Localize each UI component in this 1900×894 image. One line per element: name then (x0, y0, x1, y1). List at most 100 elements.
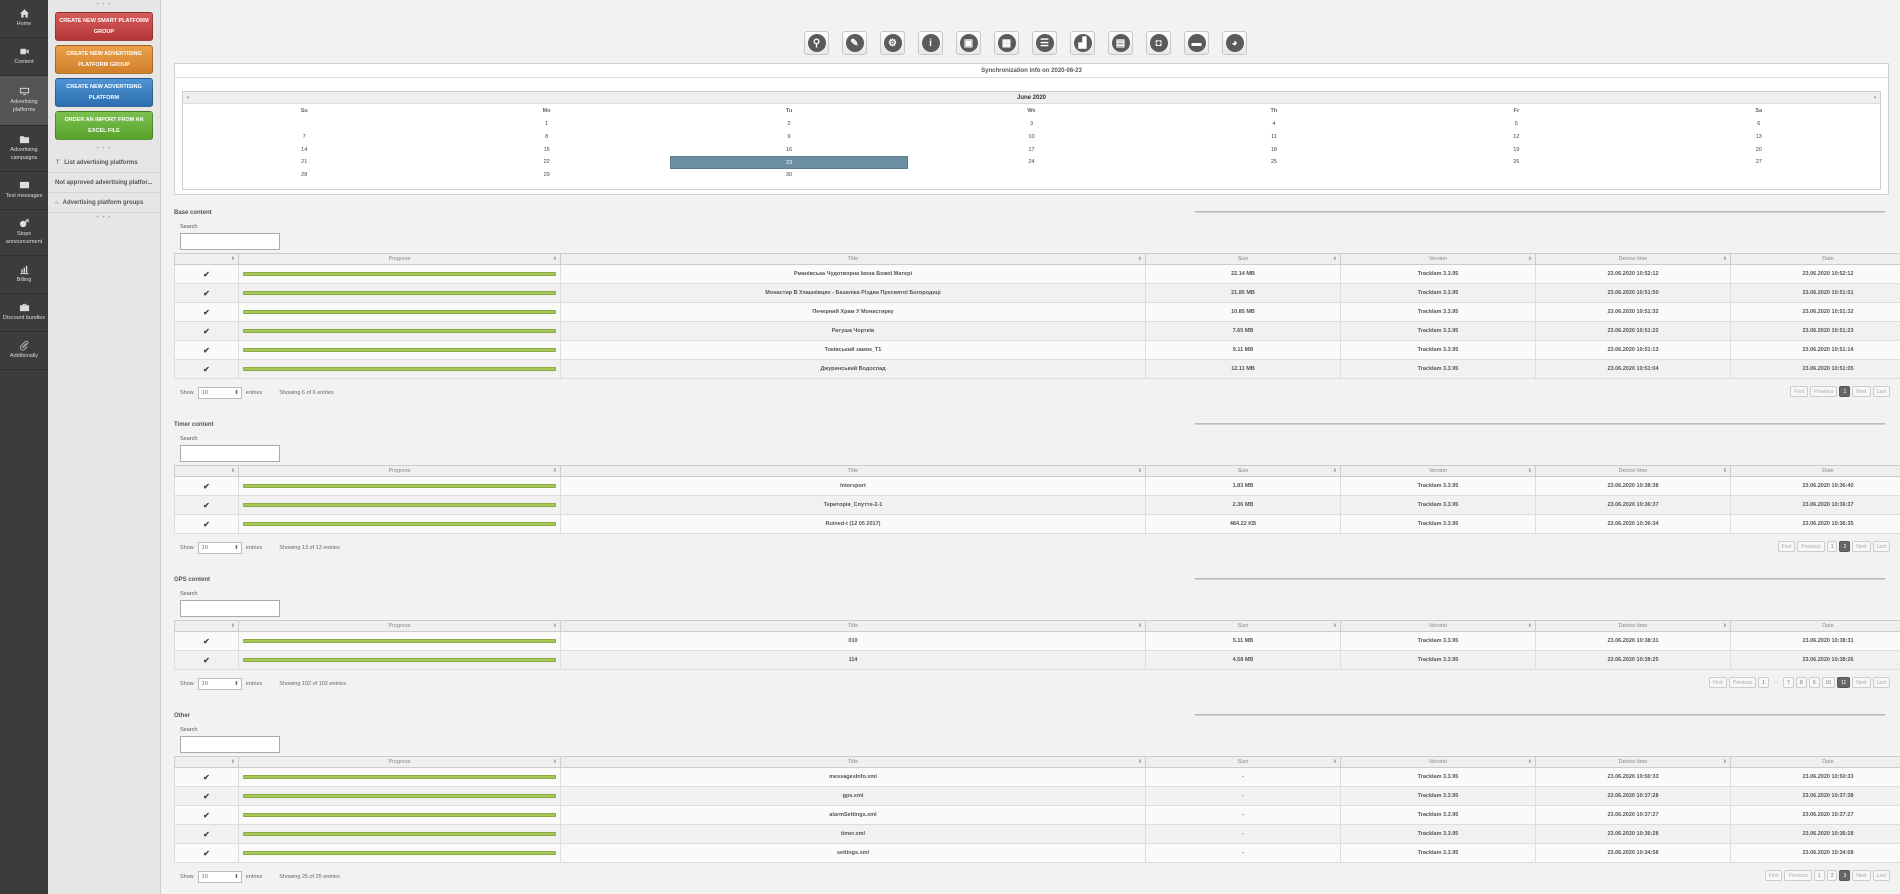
page-button-next[interactable]: Next (1852, 541, 1871, 552)
page-button-11[interactable]: 11 (1837, 677, 1851, 688)
column-header[interactable]: Device time (1535, 253, 1731, 265)
sidebar-button-0[interactable]: CREATE NEW SMART PLATFORM GROUP (55, 12, 153, 41)
column-header[interactable]: Version (1340, 756, 1536, 768)
section-collapse-bar[interactable] (1195, 714, 1885, 716)
page-button-last[interactable]: Last (1872, 386, 1890, 397)
toolbar-pencil-button[interactable]: ✎ (842, 31, 867, 55)
sidebar-button-1[interactable]: CREATE NEW ADVERTISING PLATFORM GROUP (55, 45, 153, 74)
nav-item-stops-announcement[interactable]: Stops announcement (0, 210, 48, 256)
column-header[interactable]: Progress (238, 756, 561, 768)
page-button-8[interactable]: 8 (1795, 677, 1807, 688)
page-button-first[interactable]: First (1764, 870, 1783, 881)
calendar-day[interactable]: 7 (302, 133, 306, 140)
page-size-select[interactable]: 10 (197, 678, 242, 690)
toolbar-pie-chart-button[interactable]: ◕ (1222, 31, 1247, 55)
page-button-previous[interactable]: Previous (1728, 677, 1757, 688)
sidebar-button-2[interactable]: CREATE NEW ADVERTISING PLATFORM (55, 78, 153, 107)
column-header[interactable]: Progress (238, 620, 561, 632)
calendar-day[interactable]: 25 (1270, 159, 1277, 166)
page-button-2[interactable]: 2 (1826, 870, 1838, 881)
column-header[interactable]: Date (1730, 465, 1900, 477)
section-collapse-bar[interactable] (1195, 578, 1885, 580)
page-button-next[interactable]: Next (1852, 677, 1871, 688)
column-header[interactable]: Version (1340, 620, 1536, 632)
toolbar-bar-chart-button[interactable]: ▟ (1070, 31, 1095, 55)
column-header[interactable]: Size (1145, 465, 1341, 477)
nav-item-home[interactable]: Home (0, 0, 48, 38)
calendar-day[interactable]: 20 (1755, 146, 1762, 153)
page-size-select[interactable]: 10 (197, 387, 242, 399)
calendar-day[interactable]: 6 (1757, 121, 1761, 127)
calendar-day[interactable]: 29 (543, 172, 550, 179)
calendar-day[interactable]: 15 (543, 146, 550, 153)
nav-item-content[interactable]: Content (0, 38, 48, 76)
calendar-day[interactable]: 17 (1028, 146, 1035, 153)
sidebar-link-0[interactable]: ⊤ List advertising platforms (48, 153, 160, 173)
calendar-day[interactable]: 18 (1270, 146, 1277, 153)
page-button-1[interactable]: 1 (1826, 541, 1838, 552)
column-header[interactable]: Device time (1535, 620, 1731, 632)
column-header[interactable]: Device time (1535, 465, 1731, 477)
column-header[interactable] (174, 465, 239, 477)
page-button-previous[interactable]: Previous (1810, 386, 1838, 397)
calendar-day[interactable]: 9 (787, 133, 791, 140)
sidebar-grip-middle[interactable]: • • • (96, 145, 112, 152)
sidebar-button-3[interactable]: ORDER AN IMPORT FROM AN EXCEL FILE (55, 111, 153, 140)
nav-item-text-messages[interactable]: Text messages (0, 172, 48, 210)
page-button-9[interactable]: 9 (1808, 677, 1820, 688)
sidebar-link-2[interactable]: ⌂ Advertising platform groups (48, 193, 160, 213)
section-collapse-bar[interactable] (1195, 423, 1885, 425)
calendar-day[interactable]: 2 (787, 121, 791, 127)
toolbar-search-button[interactable]: ⚲ (804, 31, 829, 55)
calendar-day[interactable]: 8 (545, 133, 549, 140)
column-header[interactable]: Title (560, 756, 1146, 768)
column-header[interactable]: Version (1340, 465, 1536, 477)
calendar-day[interactable]: 26 (1513, 159, 1520, 166)
calendar-day[interactable]: 21 (301, 159, 308, 166)
toolbar-book-button[interactable]: ▤ (1108, 31, 1133, 55)
column-header[interactable]: Device time (1535, 756, 1731, 768)
calendar-day[interactable]: 22 (543, 159, 550, 166)
page-button-last[interactable]: Last (1872, 870, 1890, 881)
calendar-prev-button[interactable]: ‹ (187, 95, 189, 101)
sidebar-link-1[interactable]: Not approved advertising platfor... (48, 173, 160, 193)
column-header[interactable]: Size (1145, 620, 1341, 632)
calendar-day[interactable]: 28 (301, 172, 308, 179)
calendar-day[interactable]: 3 (1029, 121, 1034, 127)
column-header[interactable]: Version (1340, 253, 1536, 265)
nav-item-billing[interactable]: Billing (0, 256, 48, 294)
calendar-day[interactable]: 19 (1513, 146, 1520, 153)
calendar-day[interactable]: 30 (786, 172, 793, 179)
column-header[interactable] (174, 253, 239, 265)
calendar-day[interactable]: 5 (1514, 121, 1518, 127)
calendar-day[interactable]: 10 (1028, 133, 1035, 140)
toolbar-gear-button[interactable]: ⚙ (880, 31, 905, 55)
column-header[interactable]: Progress (238, 253, 561, 265)
calendar-day[interactable]: 27 (1755, 159, 1762, 166)
column-header[interactable]: Date (1730, 253, 1900, 265)
column-header[interactable]: Size (1145, 253, 1341, 265)
column-header[interactable] (174, 756, 239, 768)
search-input[interactable] (180, 600, 280, 617)
page-button-2[interactable]: 2 (1839, 541, 1851, 552)
toolbar-calendar-button[interactable]: ▦ (994, 31, 1019, 55)
calendar-day[interactable]: 23 (669, 156, 909, 170)
calendar-next-button[interactable]: › (1874, 95, 1876, 101)
page-button-10[interactable]: 10 (1821, 677, 1836, 688)
search-input[interactable] (180, 445, 280, 462)
page-button-1[interactable]: 1 (1839, 386, 1851, 397)
toolbar-info-button[interactable]: i (918, 31, 943, 55)
search-input[interactable] (180, 736, 280, 753)
page-size-select[interactable]: 10 (197, 542, 242, 554)
nav-item-additionally[interactable]: Additionally (0, 332, 48, 370)
calendar-day[interactable]: 11 (1271, 133, 1277, 140)
toolbar-list-button[interactable]: ☰ (1032, 31, 1057, 55)
column-header[interactable]: Title (560, 620, 1146, 632)
calendar-day[interactable]: 13 (1755, 133, 1762, 140)
page-button-1[interactable]: 1 (1758, 677, 1769, 688)
section-collapse-bar[interactable] (1195, 211, 1885, 213)
page-button-first[interactable]: First (1790, 386, 1809, 397)
calendar-day[interactable]: 4 (1272, 121, 1276, 127)
calendar-day[interactable]: 16 (786, 146, 793, 153)
column-header[interactable]: Title (560, 465, 1146, 477)
